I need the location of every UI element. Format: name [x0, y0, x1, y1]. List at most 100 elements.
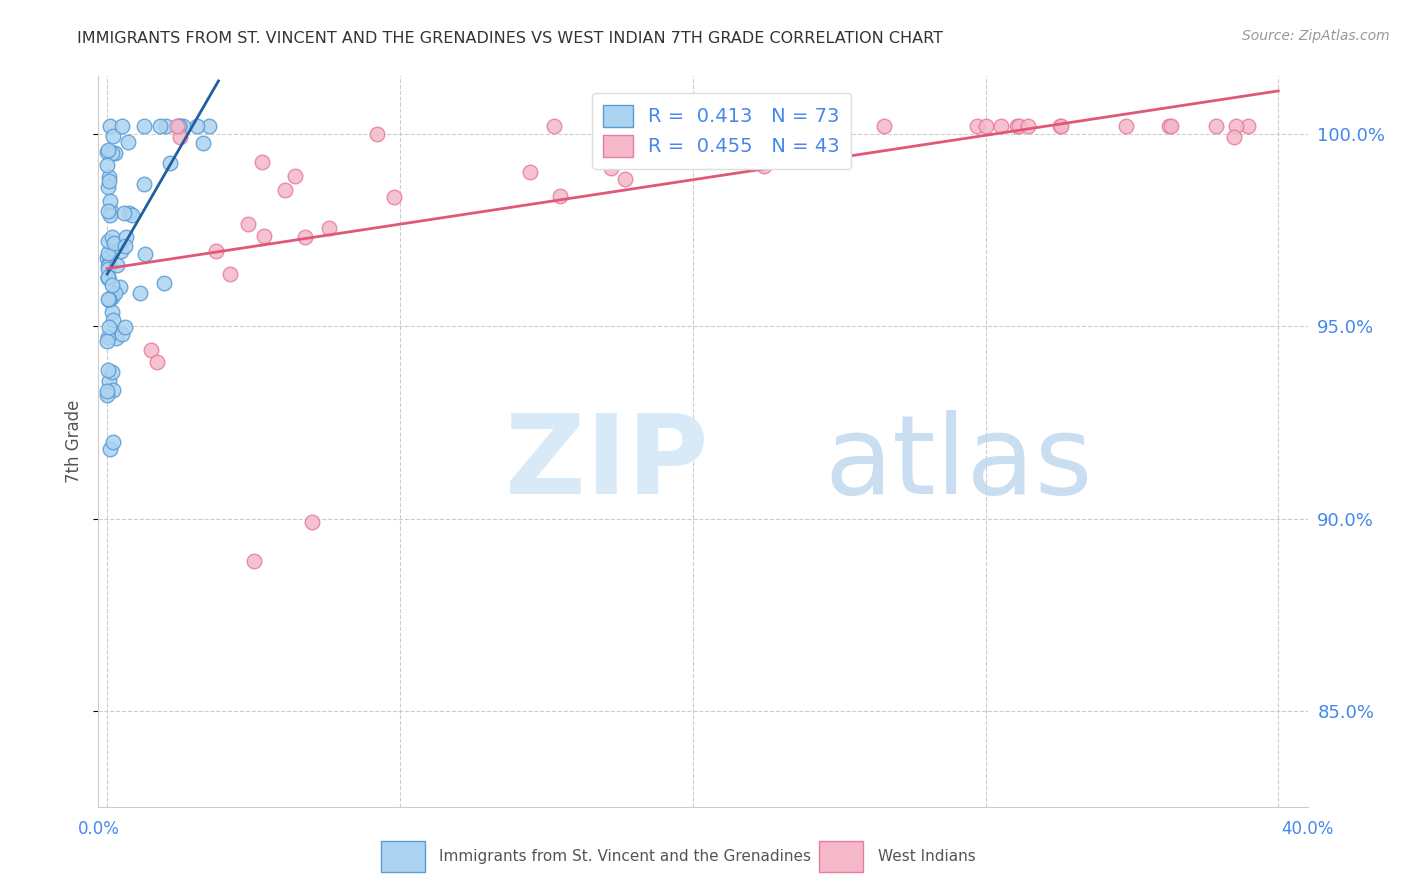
Point	[114, 239, 136, 253]
Point	[134, 247, 156, 261]
Point	[101, 145, 124, 160]
Point	[274, 183, 297, 197]
Text: IMMIGRANTS FROM ST. VINCENT AND THE GRENADINES VS WEST INDIAN 7TH GRADE CORRELAT: IMMIGRANTS FROM ST. VINCENT AND THE GREN…	[77, 31, 943, 46]
Point	[253, 229, 276, 244]
Point	[101, 365, 124, 379]
Text: Immigrants from St. Vincent and the Grenadines: Immigrants from St. Vincent and the Gren…	[439, 849, 811, 863]
Point	[97, 179, 120, 194]
Point	[97, 330, 120, 344]
Point	[294, 230, 316, 244]
Point	[97, 204, 120, 219]
Point	[519, 164, 541, 178]
Point	[1008, 119, 1031, 133]
Point	[101, 290, 124, 304]
Point	[97, 375, 120, 389]
Point	[1225, 119, 1247, 133]
Point	[873, 119, 896, 133]
Point	[105, 331, 128, 345]
Point	[219, 267, 242, 281]
Point	[101, 434, 124, 449]
Point	[600, 161, 623, 176]
Point	[132, 177, 155, 191]
Point	[98, 442, 121, 457]
Point	[128, 285, 150, 300]
Point	[155, 119, 177, 133]
Point	[1017, 119, 1039, 133]
Point	[318, 220, 340, 235]
Point	[146, 355, 169, 369]
Text: West Indians: West Indians	[877, 849, 976, 863]
Point	[96, 145, 118, 160]
Text: atlas: atlas	[824, 410, 1092, 517]
Point	[97, 292, 120, 306]
Point	[250, 154, 273, 169]
Point	[974, 119, 997, 133]
Point	[754, 159, 776, 173]
Point	[97, 270, 120, 285]
Point	[153, 276, 176, 290]
Point	[191, 136, 214, 150]
Point	[101, 277, 124, 292]
Point	[96, 252, 118, 266]
Point	[101, 383, 124, 397]
Point	[543, 119, 565, 133]
Point	[204, 244, 226, 259]
Point	[98, 119, 121, 133]
Point	[98, 255, 121, 269]
Point	[100, 204, 122, 219]
Point	[1205, 119, 1227, 133]
Point	[966, 119, 988, 133]
Point	[1157, 119, 1180, 133]
Point	[97, 363, 120, 377]
Text: ZIP: ZIP	[505, 410, 709, 517]
Point	[97, 292, 120, 306]
Point	[121, 208, 143, 222]
Bar	[381, 840, 425, 872]
Point	[97, 245, 120, 260]
Bar	[820, 840, 863, 872]
Point	[101, 305, 124, 319]
Point	[242, 554, 264, 568]
Point	[97, 293, 120, 307]
Point	[172, 119, 194, 133]
Point	[104, 145, 127, 160]
Point	[108, 279, 131, 293]
Point	[132, 119, 155, 133]
Point	[96, 388, 118, 402]
Point	[1223, 130, 1246, 145]
Point	[104, 285, 127, 300]
Point	[1115, 119, 1137, 133]
Point	[990, 119, 1012, 133]
Point	[117, 135, 139, 149]
Point	[1005, 119, 1028, 133]
Point	[110, 244, 132, 258]
Point	[98, 194, 121, 208]
Point	[735, 119, 758, 133]
Point	[700, 119, 723, 133]
Point	[548, 189, 571, 203]
Text: Source: ZipAtlas.com: Source: ZipAtlas.com	[1241, 29, 1389, 43]
Point	[97, 234, 120, 248]
Point	[149, 119, 172, 133]
Point	[101, 229, 124, 244]
Point	[96, 384, 118, 399]
Point	[197, 119, 219, 133]
Point	[1049, 119, 1071, 133]
Point	[97, 259, 120, 273]
Legend: R =  0.413   N = 73, R =  0.455   N = 43: R = 0.413 N = 73, R = 0.455 N = 43	[592, 93, 852, 169]
Point	[167, 119, 190, 133]
Point	[110, 326, 132, 341]
Point	[100, 208, 122, 222]
Text: 0.0%: 0.0%	[77, 820, 120, 838]
Point	[105, 258, 128, 272]
Text: 40.0%: 40.0%	[1281, 820, 1334, 838]
Point	[366, 128, 388, 142]
Point	[382, 190, 405, 204]
Point	[101, 242, 124, 256]
Point	[167, 119, 190, 133]
Point	[97, 269, 120, 284]
Point	[1237, 119, 1260, 133]
Point	[114, 206, 136, 220]
Point	[238, 217, 260, 231]
Point	[103, 128, 125, 143]
